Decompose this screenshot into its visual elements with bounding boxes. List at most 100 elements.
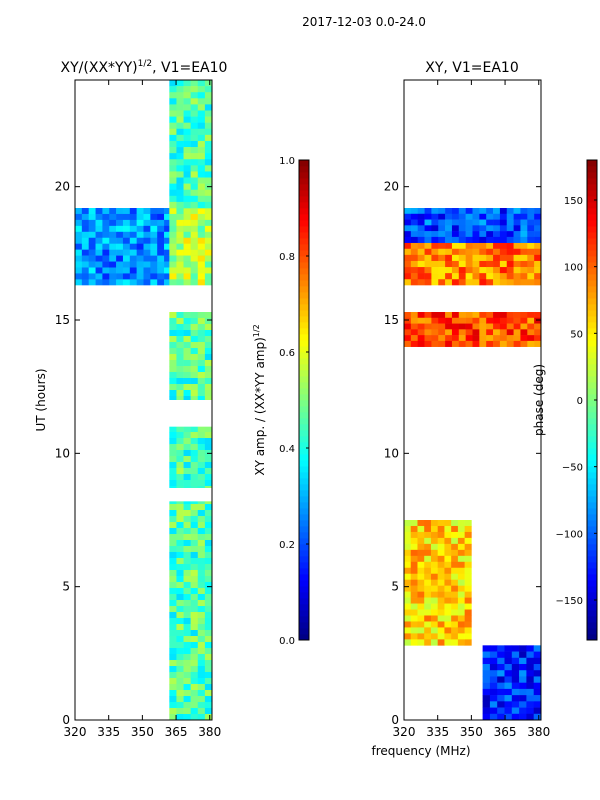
heatmap-cell	[513, 219, 521, 226]
heatmap-cell	[109, 249, 117, 256]
colorbar-segment	[587, 628, 597, 635]
heatmap-cell	[176, 98, 184, 105]
heatmap-cell	[424, 627, 432, 634]
heatmap-cell	[444, 627, 452, 634]
heatmap-cell	[204, 582, 213, 589]
heatmap-cell	[197, 534, 206, 541]
heatmap-cell	[457, 555, 465, 563]
heatmap-cell	[438, 231, 446, 238]
colorbar-segment	[299, 340, 309, 347]
heatmap-cell	[520, 236, 528, 243]
heatmap-cell	[417, 260, 425, 268]
colorbar-tick-label: 50	[570, 329, 583, 340]
heatmap-cell	[424, 537, 432, 545]
heatmap-cell	[157, 243, 165, 250]
heatmap-cell	[183, 456, 191, 463]
heatmap-cell	[410, 591, 418, 598]
heatmap-cell	[533, 695, 542, 702]
heatmap-cell	[157, 237, 165, 244]
heatmap-cell	[109, 261, 117, 268]
heatmap-cell	[157, 261, 165, 268]
heatmap-cell	[176, 678, 184, 685]
heatmap-cell	[197, 714, 206, 721]
heatmap-cell	[479, 242, 487, 250]
heatmap-cell	[190, 86, 199, 93]
heatmap-cell	[410, 567, 418, 575]
heatmap-cell	[183, 225, 191, 233]
panel1-frame	[74, 79, 213, 721]
heatmap-cell	[424, 236, 432, 243]
heatmap-cell	[479, 248, 487, 256]
heatmap-cell	[197, 98, 206, 105]
heatmap-cell	[513, 329, 521, 336]
heatmap-cell	[444, 603, 452, 610]
heatmap-cell	[444, 633, 452, 640]
heatmap-cell	[526, 651, 534, 659]
heatmap-cell	[190, 684, 199, 691]
heatmap-cell	[183, 324, 191, 331]
panel2-xticks: 320 335 350 365 380	[393, 80, 550, 739]
heatmap-cell	[404, 317, 412, 324]
heatmap-cell	[169, 432, 177, 439]
colorbar-segment	[299, 382, 309, 389]
heatmap-cell	[102, 261, 110, 268]
heatmap-cell	[190, 672, 199, 679]
heatmap-cell	[410, 537, 418, 545]
heatmap-cell	[204, 678, 213, 685]
heatmap-cell	[417, 573, 425, 580]
heatmap-cell	[424, 633, 432, 640]
colorbar1-frame	[298, 159, 310, 641]
heatmap-cell	[444, 597, 452, 604]
heatmap-cell	[136, 208, 144, 215]
heatmap-cell	[197, 456, 206, 463]
heatmap-cell	[417, 537, 425, 545]
heatmap-cell	[197, 522, 206, 529]
heatmap-cell	[451, 525, 459, 533]
heatmap-cell	[464, 561, 472, 569]
heatmap-cell	[129, 279, 137, 286]
heatmap-cell	[176, 714, 184, 721]
y-tick-label: 5	[62, 580, 70, 594]
heatmap-cell	[404, 537, 412, 545]
heatmap-cell	[506, 267, 514, 274]
heatmap-cell	[190, 450, 199, 457]
heatmap-cell	[197, 348, 206, 355]
colorbar-segment	[299, 304, 309, 311]
heatmap-cell	[136, 231, 144, 239]
heatmap-cell	[527, 317, 535, 324]
heatmap-cell	[457, 537, 465, 545]
heatmap-cell	[176, 534, 184, 541]
heatmap-cell	[204, 660, 213, 667]
heatmap-cell	[169, 237, 177, 244]
heatmap-cell	[534, 248, 542, 256]
heatmap-cell	[526, 695, 534, 702]
heatmap-cell	[204, 153, 213, 160]
heatmap-cell	[183, 80, 191, 87]
heatmap-cell	[417, 279, 425, 286]
heatmap-cell	[150, 213, 158, 221]
heatmap-cell	[534, 267, 542, 274]
heatmap-cell	[533, 713, 542, 721]
heatmap-cell	[176, 540, 184, 547]
heatmap-cell	[513, 340, 521, 347]
heatmap-cell	[169, 134, 177, 142]
heatmap-cell	[190, 642, 199, 649]
heatmap-cell	[169, 243, 177, 250]
heatmap-cell	[204, 80, 213, 87]
heatmap-cell	[116, 213, 124, 221]
heatmap-cell	[451, 279, 460, 286]
colorbar-segment	[299, 190, 309, 197]
heatmap-cell	[451, 597, 459, 604]
heatmap-cell	[404, 549, 412, 557]
heatmap-cell	[116, 225, 124, 233]
heatmap-cell	[204, 177, 213, 184]
heatmap-cell	[438, 335, 446, 342]
heatmap-cell	[520, 225, 528, 232]
heatmap-cell	[81, 255, 89, 262]
heatmap-cell	[437, 615, 445, 622]
heatmap-cell	[404, 531, 412, 539]
heatmap-cell	[169, 92, 177, 99]
heatmap-cell	[410, 555, 418, 563]
heatmap-cell	[176, 324, 184, 331]
heatmap-cell	[95, 219, 103, 227]
